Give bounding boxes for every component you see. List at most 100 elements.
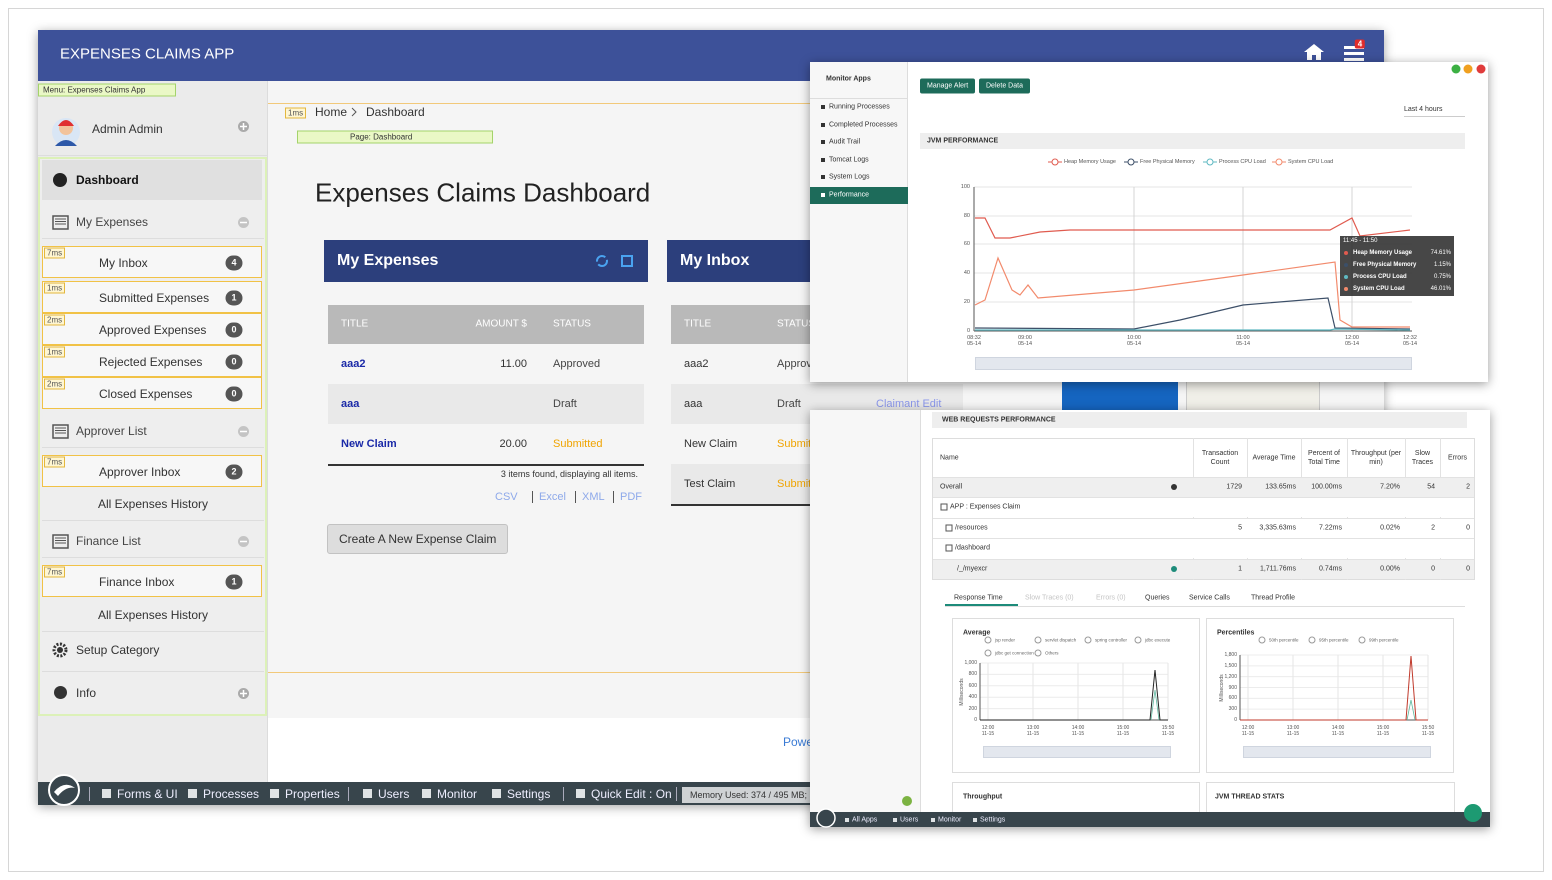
- tab[interactable]: Slow Traces (0): [1025, 594, 1074, 602]
- icon-shape: [52, 642, 68, 658]
- column-header: Transaction Count: [1201, 450, 1239, 466]
- nav-group[interactable]: My Expenses: [76, 215, 149, 229]
- icon-shape: [54, 784, 75, 796]
- request-name[interactable]: /_/myexcr: [957, 565, 988, 573]
- active-item[interactable]: [42, 160, 262, 200]
- tab[interactable]: Service Calls: [1189, 594, 1230, 602]
- claim-link[interactable]: aaa2: [341, 358, 366, 370]
- request-name[interactable]: /resources: [955, 524, 988, 532]
- taskbar-item[interactable]: Quick Edit : On: [591, 787, 672, 801]
- taskbar-item[interactable]: Users: [378, 787, 410, 801]
- legend-symbol: [984, 649, 992, 657]
- icon: [238, 688, 249, 699]
- nav-label: Rejected Expenses: [99, 355, 203, 369]
- request-value: 1729: [1226, 483, 1242, 491]
- y-tick-label: 1,200: [1224, 673, 1237, 680]
- icon: [238, 217, 249, 228]
- request-name[interactable]: APP : Expenses Claim: [950, 503, 1021, 511]
- request-name[interactable]: Overall: [940, 483, 963, 491]
- breadcrumb[interactable]: Home: [315, 105, 348, 119]
- nav-setup[interactable]: Setup Category: [76, 643, 160, 657]
- nav-item[interactable]: [42, 565, 262, 597]
- icon-shape: [1171, 484, 1177, 490]
- taskbar-item[interactable]: Forms & UI: [117, 787, 178, 801]
- icon-shape: [1344, 275, 1348, 279]
- icon: [422, 789, 431, 798]
- column-header: AMOUNT $: [475, 318, 528, 330]
- icon-shape: [902, 796, 912, 806]
- monitor-menu-item[interactable]: Completed Processes: [829, 121, 898, 129]
- export-link[interactable]: XML: [575, 491, 605, 503]
- export-link[interactable]: PDF: [613, 491, 642, 503]
- tab[interactable]: Response Time: [954, 594, 1003, 602]
- claim-link[interactable]: New Claim: [341, 438, 397, 450]
- nav-item[interactable]: [42, 345, 262, 377]
- icon-shape: [52, 215, 69, 230]
- claim-title[interactable]: aaa: [684, 398, 703, 410]
- jvm-chart: [973, 186, 1412, 332]
- export-link[interactable]: CSV: [495, 491, 518, 503]
- column-header: STATUS: [553, 318, 591, 330]
- request-name[interactable]: /dashboard: [955, 544, 991, 552]
- legend-entry: System CPU Load: [1288, 159, 1334, 165]
- icon-shape: [821, 158, 825, 162]
- monitor-menu-item[interactable]: System Logs: [829, 173, 870, 181]
- claim-title[interactable]: aaa2: [684, 358, 709, 370]
- nav-item[interactable]: [42, 377, 262, 409]
- request-value: 100.00ms: [1311, 483, 1342, 491]
- claim-link[interactable]: aaa: [341, 398, 360, 410]
- taskbar-item[interactable]: Settings: [980, 816, 1006, 824]
- taskbar-item[interactable]: Settings: [507, 787, 551, 801]
- icon: [238, 121, 249, 132]
- nav-item[interactable]: [42, 281, 262, 313]
- nav-link[interactable]: All Expenses History: [98, 497, 209, 511]
- taskbar-item[interactable]: Monitor: [938, 816, 962, 824]
- x-tick-label: 05-14: [1344, 341, 1360, 347]
- icon: [821, 193, 825, 197]
- y-tick-label: 600: [1228, 695, 1237, 702]
- button[interactable]: Delete Data: [979, 78, 1030, 94]
- monitor-sidebar: [810, 62, 908, 382]
- request-value: 133.65ms: [1265, 483, 1296, 491]
- claim-title[interactable]: New Claim: [684, 438, 738, 450]
- tab[interactable]: Thread Profile: [1251, 594, 1295, 602]
- x-tick-label: 11-15: [1161, 731, 1175, 737]
- monitor-menu-item[interactable]: Tomcat Logs: [829, 156, 869, 164]
- button[interactable]: Manage Alert: [920, 78, 976, 94]
- taskbar-item[interactable]: Monitor: [437, 787, 478, 801]
- taskbar-item[interactable]: Processes: [203, 787, 260, 801]
- nav-item[interactable]: [42, 313, 262, 345]
- request-value: 7.20%: [1380, 483, 1400, 491]
- nav-item[interactable]: [42, 246, 262, 278]
- timing-tag: 1ms: [44, 282, 66, 294]
- nav-group[interactable]: Approver List: [76, 424, 147, 438]
- icon-shape: [1344, 58, 1364, 61]
- legend-symbol: [1358, 636, 1366, 644]
- chart-title: Average: [963, 629, 991, 637]
- request-value: 0: [1466, 565, 1470, 573]
- nav-item[interactable]: [42, 455, 262, 487]
- tooltip-series: Process CPU Load: [1353, 274, 1407, 280]
- nav-label: Submitted Expenses: [99, 291, 210, 305]
- taskbar-item[interactable]: Users: [900, 816, 919, 824]
- taskbar-item[interactable]: All Apps: [852, 816, 878, 824]
- claimant-edit-link[interactable]: Claimant Edit: [876, 398, 942, 410]
- legend-symbol: [984, 636, 992, 644]
- taskbar-item[interactable]: Properties: [285, 787, 340, 801]
- nav-info[interactable]: Info: [76, 686, 97, 700]
- claim-title[interactable]: Test Claim: [684, 478, 736, 490]
- tooltip-series: Heap Memory Usage: [1353, 250, 1413, 256]
- tab[interactable]: Errors (0): [1096, 594, 1126, 602]
- monitor-menu-item[interactable]: Running Processes: [829, 103, 890, 111]
- time-range-select[interactable]: Last 4 hours: [1404, 103, 1465, 117]
- count-badge: 1: [225, 290, 243, 306]
- monitor-menu-item[interactable]: Performance: [829, 191, 870, 199]
- monitor-menu-item[interactable]: Audit Trail: [829, 138, 861, 146]
- export-link[interactable]: Excel: [532, 491, 566, 503]
- tab[interactable]: Queries: [1145, 594, 1170, 602]
- create-button[interactable]: Create A New Expense Claim: [327, 524, 509, 554]
- nav-link[interactable]: All Expenses History: [98, 608, 209, 622]
- icon-shape: [1134, 636, 1142, 644]
- nav-group[interactable]: Finance List: [76, 534, 141, 548]
